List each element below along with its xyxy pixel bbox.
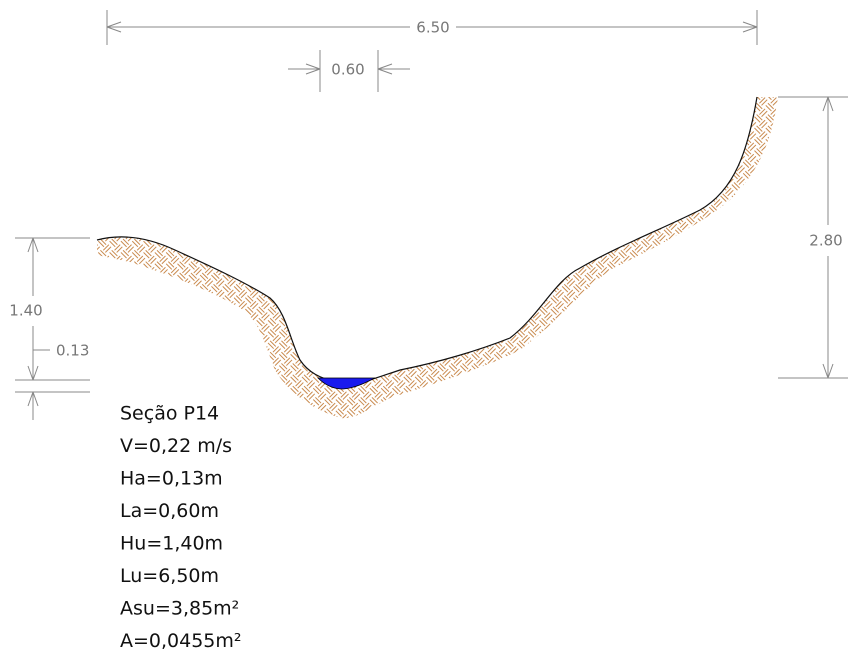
ground-line: [96, 96, 758, 386]
notes: Seção P14 V=0,22 m/s Ha=0,13m La=0,60m Hu=1,…: [120, 403, 242, 653]
note-line: Hu=1,40m: [120, 533, 223, 555]
note-line: Lu=6,50m: [120, 565, 219, 587]
water: [317, 377, 376, 390]
note-line: A=0,0455m²: [120, 630, 242, 652]
dim-label: 6.50: [416, 19, 449, 37]
note-line: Ha=0,13m: [120, 468, 223, 490]
dim-right-height: [778, 96, 848, 379]
dim-label: 2.80: [809, 232, 842, 250]
dim-left-height: [15, 237, 90, 420]
dim-label: 0.60: [331, 61, 364, 79]
dim-label: 1.40: [9, 302, 42, 320]
dim-total-width: [106, 10, 758, 45]
note-line: V=0,22 m/s: [120, 435, 232, 457]
note-line: Asu=3,85m²: [120, 598, 239, 620]
dim-water-width: [288, 50, 410, 92]
note-line: La=0,60m: [120, 500, 219, 522]
note-line: Seção P14: [120, 403, 219, 425]
soil-hatch: [97, 97, 778, 419]
dim-label: 0.13: [56, 342, 89, 360]
